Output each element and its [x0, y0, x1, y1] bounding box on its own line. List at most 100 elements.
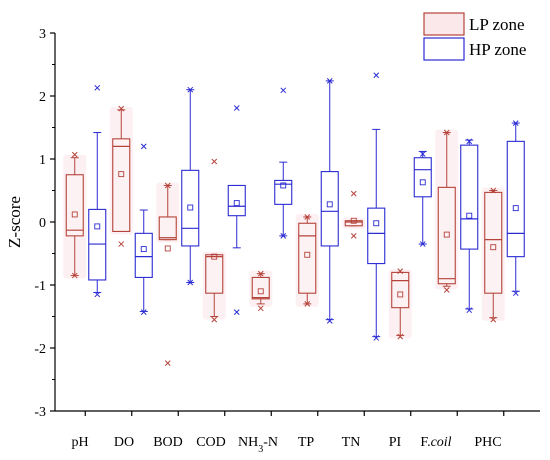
- iqr-box: [112, 138, 131, 232]
- outlier-marker: [211, 158, 218, 165]
- mean-marker: [211, 253, 218, 260]
- outlier-marker: [326, 318, 333, 324]
- iqr-box: [274, 179, 293, 205]
- hp-box-0: [88, 84, 107, 298]
- legend-swatch-lp: [423, 12, 465, 36]
- legend-label-lp: LP zone: [469, 15, 525, 34]
- hp-box-4: [274, 87, 293, 239]
- lp-box-8: [437, 129, 456, 293]
- y-tick-label: 2: [39, 90, 46, 105]
- mean-marker: [233, 200, 240, 207]
- outlier-marker: [71, 272, 78, 279]
- mean-marker: [140, 246, 147, 253]
- outlier-marker: [512, 290, 519, 297]
- x-tick-label: F.coil: [420, 435, 451, 450]
- lp-box-5: [298, 214, 317, 307]
- y-tick-label: 3: [39, 27, 46, 42]
- x-ticks: pH DO BOD COD NH3-N TP TN PI F.coil PHC: [71, 411, 505, 455]
- hp-box-7: [413, 150, 432, 247]
- mean-marker: [373, 220, 380, 227]
- hp-box-8: [460, 138, 479, 314]
- outlier-marker: [466, 138, 473, 145]
- mean-marker: [304, 251, 311, 258]
- iqr-box: [460, 144, 479, 250]
- mean-marker: [118, 171, 125, 178]
- outlier-marker: [118, 241, 125, 247]
- outlier-marker: [164, 360, 171, 366]
- y-tick-label: -2: [34, 342, 46, 357]
- mean-marker: [280, 182, 287, 189]
- outlier-marker: [443, 129, 450, 136]
- outlier-marker: [187, 279, 194, 286]
- lp-box-2: [158, 182, 177, 366]
- outlier-marker: [397, 333, 404, 340]
- outlier-marker: [140, 309, 147, 315]
- x-tick-label: PI: [389, 435, 402, 450]
- outlier-marker: [373, 72, 380, 79]
- outlier-marker: [187, 86, 194, 93]
- mean-marker: [512, 205, 519, 212]
- iqr-box: [181, 169, 200, 247]
- mean-marker: [419, 179, 426, 186]
- outlier-marker: [373, 335, 380, 341]
- mean-marker: [490, 244, 497, 251]
- outlier-marker: [280, 87, 287, 94]
- iqr-box: [367, 207, 386, 265]
- iqr-box: [320, 171, 339, 247]
- outlier-marker: [233, 309, 240, 315]
- y-ticks: -3 -2 -1 0 1 2 3: [34, 27, 55, 420]
- outlier-marker: [443, 287, 450, 293]
- y-axis-title: Z-score: [5, 196, 24, 248]
- iqr-box: [437, 186, 456, 285]
- x-tick-label: BOD: [153, 435, 183, 450]
- outlier-marker: [326, 78, 333, 84]
- iqr-box: [134, 232, 153, 278]
- mean-marker: [187, 204, 194, 211]
- outlier-marker: [233, 105, 240, 111]
- iqr-box: [484, 191, 503, 294]
- hp-box-1: [134, 143, 153, 315]
- mean-marker: [94, 223, 101, 230]
- outlier-marker: [397, 268, 404, 274]
- mean-marker: [326, 201, 333, 208]
- x-tick-label: TP: [298, 435, 315, 450]
- iqr-box: [88, 208, 107, 281]
- lp-box-3: [205, 158, 224, 323]
- lp-box-9: [484, 187, 503, 323]
- mean-marker: [350, 217, 357, 224]
- x-tick-label: COD: [196, 435, 226, 450]
- iqr-box: [413, 157, 432, 198]
- outlier-marker: [350, 190, 357, 197]
- mean-marker: [164, 245, 171, 252]
- outlier-marker: [94, 291, 101, 298]
- outlier-marker: [280, 233, 287, 239]
- outlier-marker: [118, 105, 125, 112]
- mean-marker: [466, 212, 473, 219]
- outlier-marker: [490, 187, 497, 194]
- lp-box-1: [112, 105, 131, 247]
- outlier-marker: [257, 270, 264, 277]
- hp-box-2: [181, 86, 200, 286]
- lp-box-4: [251, 270, 270, 312]
- outlier-marker: [94, 84, 101, 91]
- x-tick-label: DO: [114, 435, 134, 450]
- legend-label-hp: HP zone: [469, 40, 526, 59]
- mean-marker: [257, 288, 264, 295]
- mean-marker: [71, 211, 78, 218]
- outlier-marker: [257, 305, 264, 312]
- iqr-box: [251, 276, 270, 300]
- outlier-marker: [419, 151, 426, 157]
- y-tick-label: 1: [39, 153, 46, 168]
- legend-swatch-hp: [423, 37, 465, 61]
- iqr-box: [65, 174, 84, 237]
- hp-box-5: [320, 78, 339, 324]
- y-tick-label: 0: [39, 216, 46, 231]
- lp-box-6: [344, 190, 363, 239]
- lp-box-7: [391, 268, 410, 340]
- boxes-layer: [65, 72, 525, 366]
- outlier-marker: [140, 143, 147, 150]
- outlier-marker: [419, 241, 426, 247]
- x-tick-label: PHC: [474, 435, 501, 450]
- hp-box-3: [227, 105, 246, 315]
